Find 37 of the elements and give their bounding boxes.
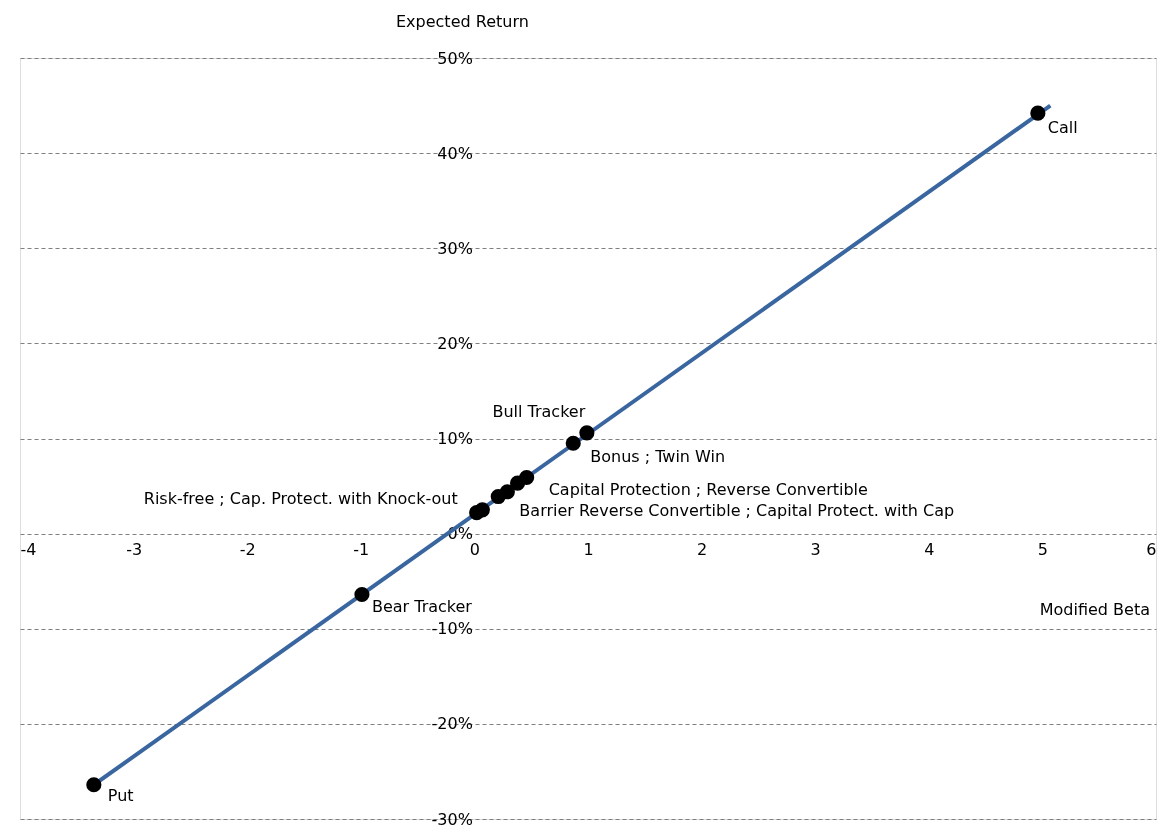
x-tick-label: -3 (126, 540, 143, 560)
point (519, 469, 535, 486)
x-tick-label: 2 (697, 540, 708, 560)
point (565, 435, 581, 451)
x-tick-label: 4 (924, 540, 935, 560)
y-tick-label: -30% (431, 809, 473, 829)
point (579, 425, 595, 441)
annotation: Bonus ; Twin Win (590, 447, 726, 467)
y-axis-title: Expected Return (395, 12, 529, 31)
x-tick-label: 6 (1146, 540, 1157, 560)
y-tick-label: -20% (431, 714, 473, 734)
x-tick-label: -1 (353, 540, 370, 560)
annotation: Capital Protection ; Reverse Convertible (548, 479, 868, 499)
point (86, 777, 102, 793)
y-tick-label: 20% (437, 333, 473, 353)
x-axis-title: Modified Beta (1039, 599, 1150, 619)
annotation: Call (1047, 118, 1078, 138)
point (499, 484, 515, 500)
annotation: Barrier Reverse Convertible ; Capital Protect. with Cap (519, 500, 955, 520)
x-tick-label: -2 (239, 540, 256, 560)
x-tick-label: 0 (469, 540, 480, 560)
annotation: Put (107, 785, 134, 805)
x-tick-label: -4 (20, 540, 37, 560)
point (354, 586, 370, 603)
annotation: Bull Tracker (492, 401, 586, 421)
y-tick-label: 10% (437, 429, 473, 448)
annotation: Risk-free ; Cap. Protect. with Knock-out (143, 488, 458, 508)
y-tick-label: -10% (431, 619, 473, 639)
annotation: Bear Tracker (371, 596, 473, 616)
x-tick-label: 3 (810, 540, 821, 560)
y-tick-label: 50% (437, 48, 473, 68)
point (1030, 105, 1046, 121)
y-tick-label: 40% (437, 143, 473, 163)
x-tick-label: 1 (583, 540, 594, 560)
x-tick-label: 5 (1037, 540, 1048, 560)
y-tick-label: 30% (437, 238, 473, 258)
point (474, 502, 490, 518)
